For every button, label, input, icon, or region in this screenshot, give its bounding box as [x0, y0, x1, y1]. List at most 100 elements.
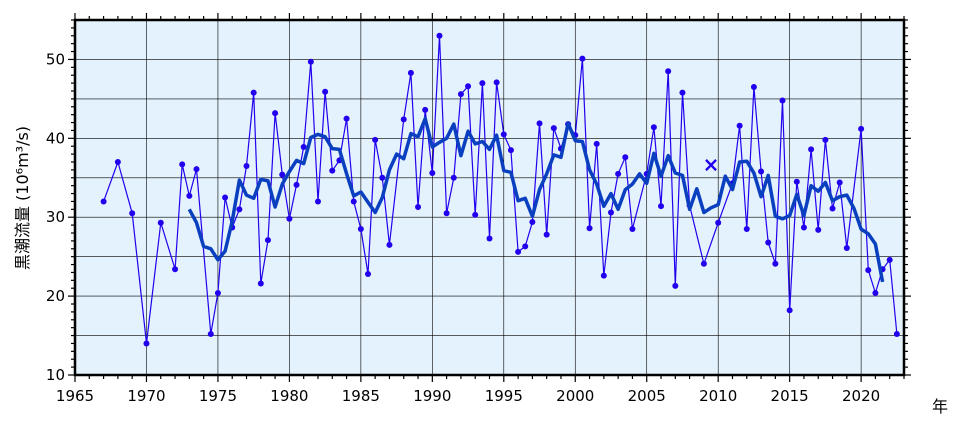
- smoothed-series-line: [187, 116, 885, 283]
- x-tick-label: 1980: [270, 387, 308, 405]
- raw-data-point: [279, 171, 286, 178]
- raw-data-point: [179, 161, 186, 168]
- raw-data-point: [543, 231, 550, 238]
- raw-data-point: [429, 170, 436, 177]
- raw-data-point: [193, 166, 200, 173]
- plot-frame: [68, 13, 911, 382]
- raw-data-point: [865, 267, 872, 274]
- raw-data-point: [550, 125, 557, 132]
- raw-series: [100, 32, 900, 347]
- x-tick-label: 1985: [342, 387, 380, 405]
- raw-data-point: [300, 144, 307, 151]
- raw-data-point: [665, 68, 672, 75]
- raw-data-point: [422, 106, 429, 113]
- x-tick-label: 1965: [56, 387, 94, 405]
- x-tick-label: 1990: [413, 387, 451, 405]
- raw-data-point: [815, 226, 822, 233]
- raw-data-point: [272, 110, 279, 117]
- raw-data-point: [400, 116, 407, 123]
- raw-data-point: [858, 125, 865, 132]
- raw-data-point: [822, 136, 829, 143]
- raw-data-point: [679, 89, 686, 96]
- raw-data-point: [650, 124, 657, 131]
- raw-data-point: [793, 178, 800, 185]
- raw-data-point: [214, 289, 221, 296]
- raw-data-point: [372, 136, 379, 143]
- x-tick-label: 2020: [842, 387, 880, 405]
- raw-data-point: [386, 241, 393, 248]
- raw-data-point: [593, 140, 600, 147]
- raw-data-point: [615, 170, 622, 177]
- raw-data-point: [579, 55, 586, 62]
- raw-data-point: [507, 147, 514, 154]
- raw-data-point: [629, 226, 636, 233]
- raw-data-point: [172, 266, 179, 273]
- y-tick-label: 30: [46, 208, 65, 226]
- raw-data-point: [750, 84, 757, 91]
- raw-data-point: [379, 174, 386, 181]
- raw-data-point: [207, 330, 214, 337]
- raw-data-point: [836, 179, 843, 186]
- raw-data-point: [829, 205, 836, 212]
- raw-data-point: [457, 91, 464, 98]
- raw-data-point: [515, 248, 522, 255]
- raw-data-point: [350, 198, 357, 205]
- raw-data-point: [436, 32, 443, 39]
- marker-layer: ×: [703, 152, 720, 176]
- raw-data-point: [443, 210, 450, 217]
- raw-data-point: [672, 282, 679, 289]
- x-tick-label: 2000: [556, 387, 594, 405]
- raw-data-point: [772, 260, 779, 267]
- y-tick-label: 10: [46, 366, 65, 384]
- raw-data-point: [243, 162, 250, 169]
- x-marker: ×: [703, 152, 720, 176]
- x-axis-label: 年: [932, 397, 948, 416]
- raw-data-point: [765, 239, 772, 246]
- x-tick-label: 1975: [199, 387, 237, 405]
- raw-data-point: [357, 226, 364, 233]
- raw-data-point: [157, 219, 164, 226]
- raw-data-point: [143, 340, 150, 347]
- raw-data-point: [522, 243, 529, 250]
- x-tick-label: 1995: [485, 387, 523, 405]
- raw-data-point: [186, 192, 193, 199]
- y-tick-label: 20: [46, 287, 65, 305]
- smoothed-series: [187, 116, 885, 283]
- raw-data-point: [886, 256, 893, 263]
- raw-data-point: [472, 211, 479, 218]
- x-tick-label: 1970: [127, 387, 165, 405]
- raw-data-point: [493, 79, 500, 86]
- raw-data-point: [529, 218, 536, 225]
- plot-background: [75, 20, 904, 375]
- raw-data-point: [343, 115, 350, 122]
- raw-data-point: [872, 289, 879, 296]
- raw-data-point: [407, 69, 414, 76]
- x-tick-label: 2010: [699, 387, 737, 405]
- raw-data-point: [222, 194, 229, 201]
- raw-data-point: [479, 80, 486, 87]
- raw-data-point: [415, 203, 422, 210]
- raw-data-point: [293, 181, 300, 188]
- raw-data-point: [800, 224, 807, 231]
- y-tick-label: 40: [46, 129, 65, 147]
- raw-data-point: [700, 260, 707, 267]
- raw-data-point: [329, 167, 336, 174]
- raw-data-point: [236, 206, 243, 213]
- raw-data-point: [658, 203, 665, 210]
- x-tick-label: 2015: [771, 387, 809, 405]
- y-tick-label: 50: [46, 50, 65, 68]
- raw-data-point: [843, 244, 850, 251]
- raw-data-point: [264, 237, 271, 244]
- raw-data-point: [129, 210, 136, 217]
- raw-data-point: [486, 235, 493, 242]
- x-tick-label: 2005: [628, 387, 666, 405]
- raw-data-point: [322, 88, 329, 95]
- raw-data-point: [779, 97, 786, 104]
- raw-data-point: [893, 330, 900, 337]
- raw-data-point: [286, 215, 293, 222]
- raw-data-point: [736, 122, 743, 129]
- raw-data-point: [365, 271, 372, 278]
- raw-data-point: [114, 159, 121, 165]
- raw-data-point: [250, 89, 257, 96]
